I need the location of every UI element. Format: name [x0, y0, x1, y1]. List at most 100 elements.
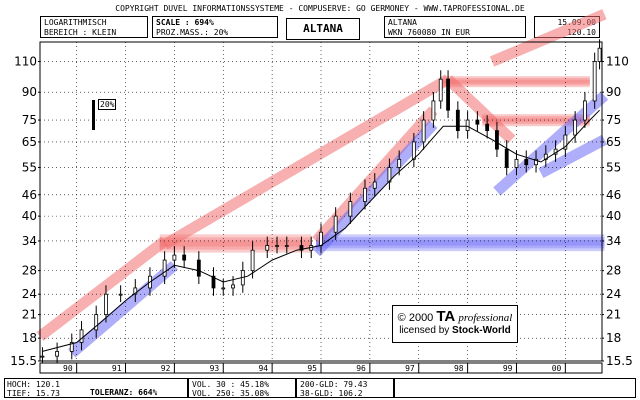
- y-tick-label-right: 75: [606, 113, 621, 127]
- candle-body: [397, 158, 402, 168]
- candle-body: [446, 78, 450, 111]
- candle-body: [465, 119, 470, 132]
- candle-body: [485, 123, 490, 132]
- x-tick-label: 00: [552, 364, 562, 373]
- y-tick-label-right: 34: [606, 234, 621, 248]
- candle-body: [348, 201, 353, 217]
- proz-mass-label: PROZ.MASS.: 20%: [156, 28, 229, 37]
- security-box: ALTANA WKN 760080 IN EUR: [384, 16, 526, 38]
- zone-band: [443, 76, 590, 88]
- y-tick-label-right: 40: [606, 209, 621, 223]
- candle-body: [275, 245, 279, 247]
- series-layer: [40, 39, 602, 364]
- candle-body: [221, 287, 226, 290]
- x-tick-label: 95: [307, 364, 317, 373]
- trend-channel: [36, 236, 168, 341]
- credit-brand-suffix: professional: [458, 312, 513, 324]
- y-tick-label-right: 55: [606, 160, 621, 174]
- candle-body: [94, 314, 99, 331]
- candle-body: [495, 130, 499, 150]
- footer-hoch: HOCH: 120.1: [7, 380, 60, 389]
- credit-license-prefix: licensed by: [399, 325, 450, 336]
- scale-label: SCALE : 694%: [156, 18, 214, 27]
- zone-band: [159, 234, 312, 253]
- y-tick-label-left: 21: [22, 308, 37, 322]
- footer-gld38: 38-GLD: 106.2: [300, 389, 363, 398]
- candle-body: [162, 259, 167, 277]
- candle-body: [597, 47, 602, 62]
- y-tick-label-right: 15.5: [606, 354, 633, 368]
- zone-band: [316, 234, 605, 252]
- candle-body: [372, 181, 377, 189]
- candle-body: [182, 254, 187, 261]
- candle-body: [582, 100, 587, 121]
- trend-channel: [444, 75, 516, 144]
- last-price: 120.10: [567, 28, 596, 37]
- wkn-label: WKN 760080 IN EUR: [388, 28, 470, 37]
- candle-body: [514, 158, 519, 168]
- footer-tol-box: TOLERANZ: 664%: [90, 388, 188, 398]
- y-tick-label-right: 24: [606, 287, 621, 301]
- x-tick-label: 91: [112, 364, 122, 373]
- y-tick-label-left: 15.5: [10, 354, 37, 368]
- candle-body: [104, 293, 108, 315]
- zone-band: [316, 239, 605, 246]
- candle-body: [455, 109, 460, 132]
- trend-channel: [161, 74, 451, 250]
- x-tick-label: 96: [356, 364, 366, 373]
- percent-marker: 20%: [98, 99, 117, 110]
- x-tick-label: 97: [405, 364, 415, 373]
- trend-channel: [489, 9, 607, 67]
- credit-copyright: © 2000: [397, 312, 434, 324]
- candle-body: [211, 275, 216, 289]
- footer-tief: TIEF: 15.73: [7, 389, 60, 398]
- footer-gld-box: 200-GLD: 79.43 38-GLD: 106.2: [296, 378, 394, 398]
- x-tick-label: 93: [210, 364, 220, 373]
- candle-body: [333, 215, 338, 233]
- trend-channel: [538, 134, 608, 178]
- footer-gld200: 200-GLD: 79.43: [300, 380, 368, 389]
- candle-body: [475, 119, 480, 125]
- candle-body: [118, 293, 123, 296]
- candle-body: [563, 134, 568, 150]
- zone-band: [159, 237, 312, 250]
- y-tick-label-right: 46: [606, 188, 621, 202]
- y-tick-label-right: 28: [606, 264, 621, 278]
- footer-toleranz: TOLERANZ: 664%: [90, 388, 158, 397]
- plot-frame: [39, 41, 603, 362]
- credit-license-brand: Stock-World: [452, 325, 511, 336]
- channel-layer: [36, 9, 609, 358]
- x-tick-label: 92: [161, 364, 171, 373]
- candle-body: [319, 231, 323, 246]
- candle-body: [40, 355, 45, 358]
- zone-band: [316, 237, 605, 249]
- candle-body: [504, 148, 509, 168]
- candle-body: [231, 284, 235, 289]
- y-tick-label-left: 28: [22, 264, 37, 278]
- footer-vol30: VOL. 30 : 45.18%: [192, 380, 270, 389]
- y-tick-label-right: 90: [606, 85, 621, 99]
- y-tick-label-left: 24: [22, 287, 37, 301]
- security-name: ALTANA: [388, 18, 417, 27]
- candle-body: [534, 158, 538, 166]
- y-tick-label-left: 65: [22, 135, 37, 149]
- candle-body: [265, 245, 270, 251]
- candle-body: [133, 287, 138, 295]
- candle-body: [69, 342, 74, 352]
- candle-body: [172, 254, 177, 261]
- candle-body: [431, 100, 436, 121]
- candle-body: [524, 158, 529, 166]
- candle-body: [411, 141, 416, 160]
- candle-body: [421, 119, 426, 143]
- scale-box: SCALE : 694% PROZ.MASS.: 20%: [152, 16, 278, 38]
- x-tick-label: 94: [258, 364, 268, 373]
- candle-body: [363, 187, 367, 202]
- zone-band: [443, 79, 590, 84]
- y-tick-label-left: 18: [22, 331, 37, 345]
- y-tick-label-left: 46: [22, 188, 37, 202]
- license-credit: © 2000 TA professional licensed by Stock…: [392, 305, 518, 343]
- zone-band: [443, 77, 590, 86]
- range-label: BEREICH : KLEIN: [44, 28, 117, 37]
- y-tick-label-left: 55: [22, 160, 37, 174]
- scale-mode: LOGARITHMISCH: [44, 18, 107, 27]
